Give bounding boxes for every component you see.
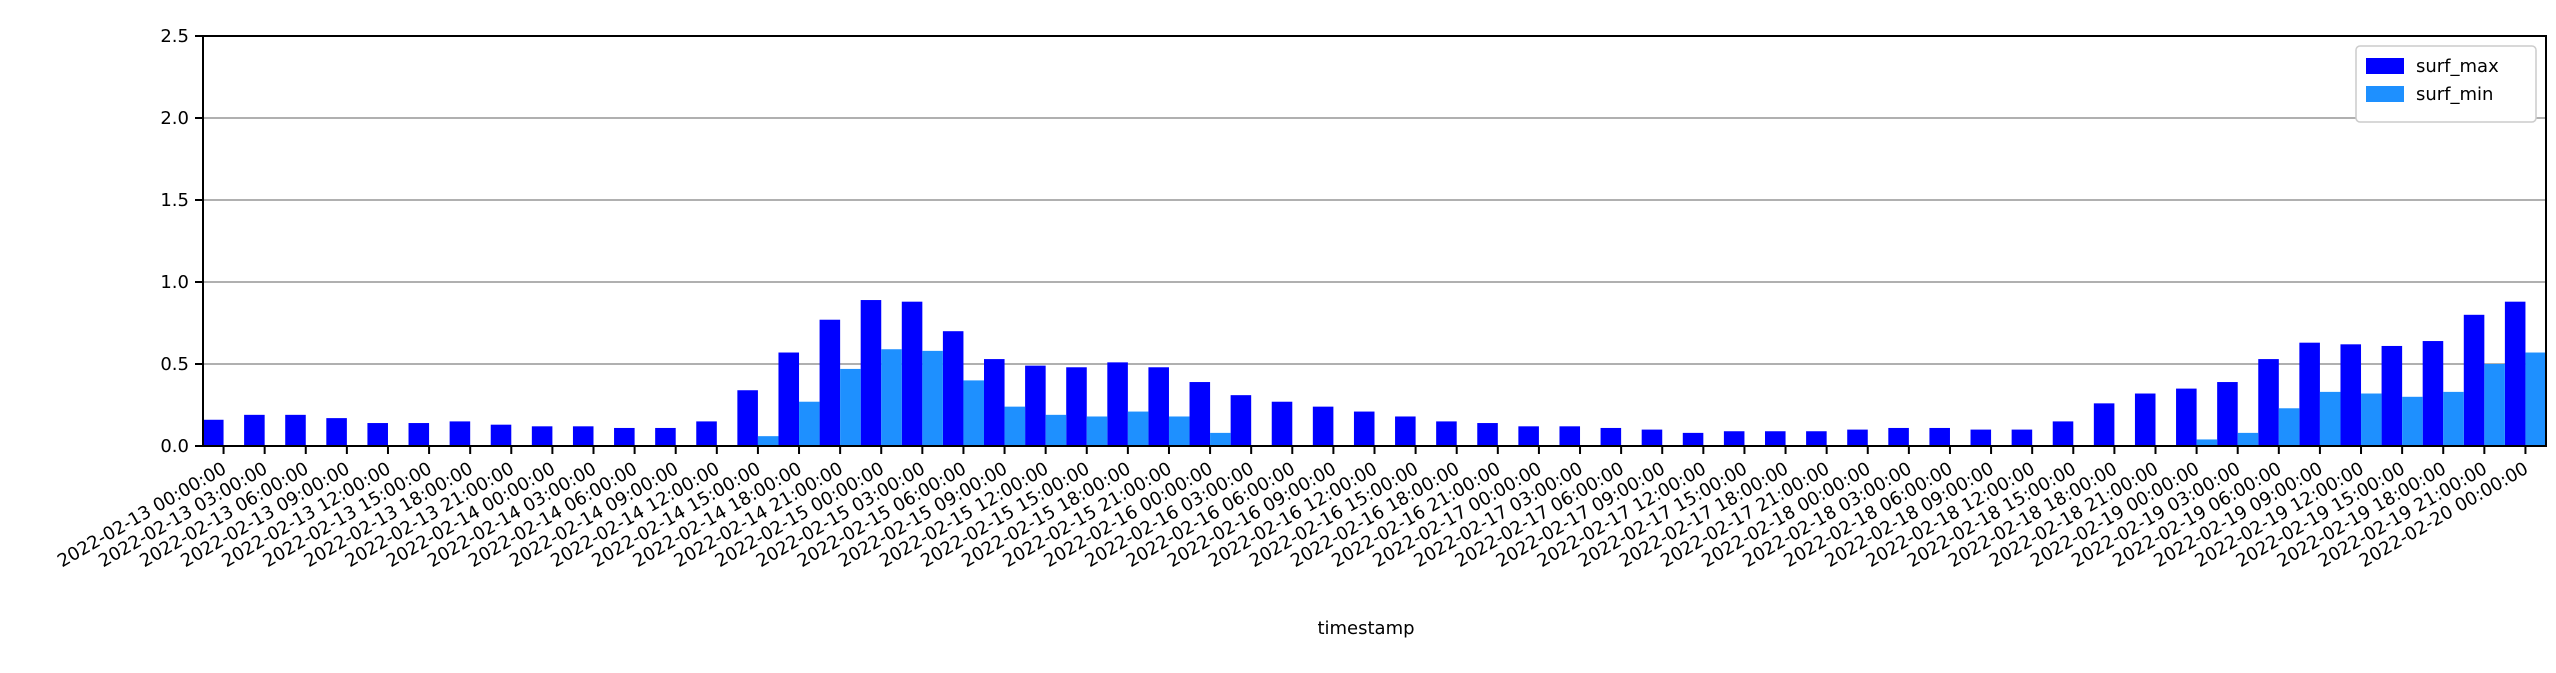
bar-surf_max <box>901 301 923 446</box>
bar-surf_min <box>2196 439 2218 446</box>
bar-surf_max <box>1847 429 1868 446</box>
bar-surf_min <box>2278 408 2300 446</box>
y-tick-label: 2.0 <box>160 108 189 129</box>
bar-surf_max <box>2299 342 2320 446</box>
y-tick-label: 2.5 <box>160 26 189 47</box>
bar-surf_max <box>2217 382 2238 446</box>
bar-surf_max <box>1641 429 1663 446</box>
legend-swatch-surf_max <box>2366 58 2404 74</box>
bar-surf_max <box>1312 406 1334 446</box>
bar-surf_max <box>1148 367 1169 446</box>
bar-surf_max <box>1600 427 1622 446</box>
bar-surf_max <box>2011 429 2033 446</box>
bar-surf_min <box>757 436 779 446</box>
bar-surf_max <box>285 414 306 446</box>
bar-surf_max <box>244 414 265 446</box>
bar-surf_max <box>2176 388 2197 446</box>
legend-label-surf_min: surf_min <box>2416 84 2493 105</box>
bar-surf_max <box>984 359 1005 446</box>
bar-surf_max <box>203 419 224 446</box>
bar-surf_min <box>1004 406 1026 446</box>
bar-surf_max <box>2504 301 2526 446</box>
bar-surf_max <box>2463 314 2485 446</box>
gridlines <box>203 35 2546 447</box>
bar-surf_min <box>1086 416 1108 446</box>
bar-surf_max <box>2381 345 2403 446</box>
bar-surf_max <box>408 423 430 446</box>
bar-surf_max <box>1189 382 1211 446</box>
bar-surf_min <box>1168 416 1190 446</box>
bar-surf_max <box>614 427 635 446</box>
bar-surf_max <box>367 423 388 446</box>
bar-surf_max <box>2340 344 2362 446</box>
legend-label-surf_max: surf_max <box>2416 56 2499 77</box>
bar-surf_max <box>1682 432 1704 446</box>
bar-surf_min <box>2525 352 2546 446</box>
legend-swatch-surf_min <box>2366 86 2404 102</box>
bar-surf_max <box>1477 423 1498 446</box>
bar-surf_max <box>696 421 717 446</box>
bar-surf_max <box>942 331 964 446</box>
bar-surf_min <box>2443 391 2464 446</box>
bar-surf_max <box>2134 393 2156 446</box>
bar-surf_min <box>2237 432 2259 446</box>
bar-surf_max <box>1723 431 1745 446</box>
bar-surf_max <box>1929 427 1950 446</box>
bar-surf_min <box>2319 391 2341 446</box>
bar-surf_max <box>531 426 553 446</box>
bar-surf_max <box>1765 431 1786 446</box>
plot-frame <box>202 35 2547 447</box>
bar-surf_min <box>1127 411 1149 446</box>
bar-surf_max <box>449 421 471 446</box>
bar-surf_max <box>1559 426 1581 446</box>
bar-surf_max <box>2422 341 2444 446</box>
bar-surf_max <box>655 427 676 446</box>
bar-surf_max <box>1230 395 1252 446</box>
bar-surf_max <box>1888 427 1909 446</box>
bar-surf_max <box>2258 359 2279 446</box>
y-tick-label: 1.0 <box>160 272 189 293</box>
bar-surf_max <box>1395 416 1416 446</box>
bar-surf_min <box>2484 364 2505 446</box>
bar-surf_max <box>860 300 882 446</box>
bar-surf_max <box>326 418 347 446</box>
bar-surf_max <box>778 352 800 446</box>
bar-surf_max <box>2052 421 2074 446</box>
bar-surf_max <box>737 390 758 446</box>
bar-surf_max <box>2093 403 2115 446</box>
bar-surf_min <box>1045 414 1067 446</box>
bar-surf_max <box>1107 362 1128 446</box>
bar-surf_max <box>819 319 841 446</box>
legend: surf_max surf_min <box>2355 45 2537 123</box>
bars <box>203 300 2546 446</box>
bar-surf_max <box>572 426 594 446</box>
y-tick-label: 0.5 <box>160 354 189 375</box>
y-tick-label: 1.5 <box>160 190 189 211</box>
bar-surf_min <box>840 368 861 446</box>
bar-surf_max <box>1271 401 1293 446</box>
bar-surf_min <box>2361 393 2382 446</box>
x-axis-title: timestamp <box>1317 618 1414 639</box>
bar-surf_min <box>963 380 984 446</box>
bar-surf_max <box>1066 367 1087 446</box>
bar-surf_max <box>1518 426 1539 446</box>
bar-surf_max <box>1025 365 1046 446</box>
bar-surf_max <box>1970 429 1992 446</box>
bar-surf_min <box>922 350 943 446</box>
y-tick-label: 0.0 <box>160 436 189 457</box>
bar-surf_min <box>881 349 902 446</box>
bar-surf_max <box>490 424 512 446</box>
bar-surf_min <box>2402 396 2423 446</box>
bar-surf_max <box>1806 431 1827 446</box>
bar-surf_max <box>1436 421 1457 446</box>
bar-surf_min <box>1210 432 1231 446</box>
bar-surf_min <box>799 401 820 446</box>
bar-surf_max <box>1353 411 1375 446</box>
